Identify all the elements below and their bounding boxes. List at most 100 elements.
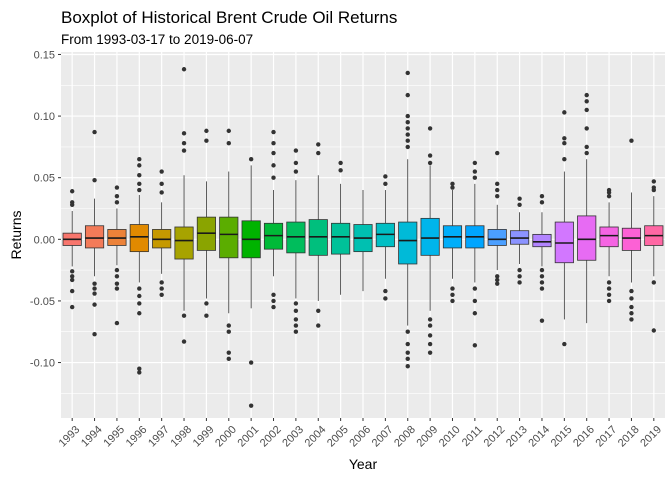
outlier-point xyxy=(495,150,500,156)
x-tick-label: 2011 xyxy=(460,424,485,449)
chart-subtitle: From 1993-03-17 to 2019-06-07 xyxy=(61,32,253,47)
outlier-point xyxy=(271,298,276,304)
box-2002 xyxy=(263,129,284,310)
outlier-point xyxy=(472,169,478,174)
outlier-point xyxy=(137,173,142,178)
outlier-point xyxy=(137,366,142,371)
outlier-point xyxy=(383,288,388,294)
outlier-point xyxy=(584,150,589,156)
box-body xyxy=(84,225,105,249)
x-tick-label: 2000 xyxy=(213,424,239,450)
y-tick-label: -0.05 xyxy=(30,296,55,308)
outlier-point xyxy=(293,160,299,166)
outlier-point xyxy=(427,341,433,347)
box-2001 xyxy=(241,157,261,408)
outlier-point xyxy=(405,341,410,347)
outlier-point xyxy=(405,126,410,131)
outlier-point xyxy=(606,280,612,285)
outlier-point xyxy=(114,286,120,291)
outlier-point xyxy=(271,140,276,146)
outlier-point xyxy=(92,177,97,183)
outlier-point xyxy=(562,140,567,146)
outlier-point xyxy=(472,175,478,180)
box-2012 xyxy=(487,150,507,286)
outlier-point xyxy=(427,126,433,131)
outlier-point xyxy=(472,343,478,348)
outlier-point xyxy=(472,286,478,291)
outlier-point xyxy=(539,286,545,291)
x-tick-label: 1994 xyxy=(79,424,105,450)
outlier-point xyxy=(584,107,589,113)
outlier-point xyxy=(629,311,634,316)
outlier-point xyxy=(651,328,657,333)
box-2007 xyxy=(375,174,395,301)
outlier-point xyxy=(226,350,231,355)
outlier-point xyxy=(204,313,209,318)
outlier-point xyxy=(137,187,142,193)
box-body xyxy=(577,215,597,261)
outlier-point xyxy=(405,132,410,137)
box-2011 xyxy=(465,160,485,348)
outlier-point xyxy=(517,196,522,201)
outlier-point xyxy=(562,136,567,141)
outlier-point xyxy=(137,301,142,306)
y-tick-label: 0.00 xyxy=(34,234,55,246)
outlier-point xyxy=(69,189,75,194)
x-tick-label: 1999 xyxy=(191,424,217,450)
outlier-point xyxy=(69,274,75,279)
outlier-point xyxy=(69,269,75,274)
outlier-point xyxy=(405,70,410,76)
box-body xyxy=(398,221,418,265)
box-2010 xyxy=(442,181,463,304)
outlier-point xyxy=(92,332,97,337)
outlier-point xyxy=(405,356,410,362)
outlier-point xyxy=(338,160,343,166)
outlier-point xyxy=(472,311,478,316)
outlier-point xyxy=(271,304,276,310)
outlier-point xyxy=(405,364,410,369)
box-2013 xyxy=(510,196,530,285)
outlier-point xyxy=(562,110,567,115)
outlier-point xyxy=(137,181,142,187)
outlier-point xyxy=(137,286,142,291)
outlier-point xyxy=(450,286,455,291)
x-tick-label: 1997 xyxy=(146,424,172,450)
outlier-point xyxy=(405,144,410,150)
outlier-point xyxy=(383,296,388,301)
box-2016 xyxy=(577,92,597,324)
box-body xyxy=(487,229,507,246)
outlier-point xyxy=(405,113,410,119)
outlier-point xyxy=(181,140,187,146)
outlier-point xyxy=(271,129,276,135)
outlier-point xyxy=(92,291,97,296)
outlier-point xyxy=(405,138,410,143)
outlier-point xyxy=(159,181,164,187)
outlier-point xyxy=(226,128,231,134)
outlier-point xyxy=(204,301,209,306)
outlier-point xyxy=(69,304,75,310)
outlier-point xyxy=(495,187,500,193)
x-tick-label: 2003 xyxy=(280,424,306,450)
outlier-point xyxy=(584,144,589,150)
outlier-point xyxy=(159,169,164,174)
outlier-point xyxy=(248,360,254,365)
outlier-point xyxy=(92,286,97,291)
outlier-point xyxy=(427,323,433,328)
outlier-point xyxy=(137,293,142,299)
box-1998 xyxy=(174,67,194,344)
outlier-point xyxy=(226,356,231,362)
outlier-point xyxy=(137,311,142,316)
outlier-point xyxy=(539,280,545,285)
x-tick-label: 2019 xyxy=(638,424,664,450)
outlier-point xyxy=(159,286,164,291)
outlier-point xyxy=(651,179,657,184)
outlier-point xyxy=(204,138,209,143)
x-tick-label: 2005 xyxy=(325,424,351,450)
outlier-point xyxy=(248,157,254,162)
outlier-point xyxy=(316,142,321,147)
outlier-point xyxy=(584,99,589,104)
outlier-point xyxy=(427,160,433,166)
box-body xyxy=(129,224,149,253)
chart-title: Boxplot of Historical Brent Crude Oil Re… xyxy=(61,8,397,27)
